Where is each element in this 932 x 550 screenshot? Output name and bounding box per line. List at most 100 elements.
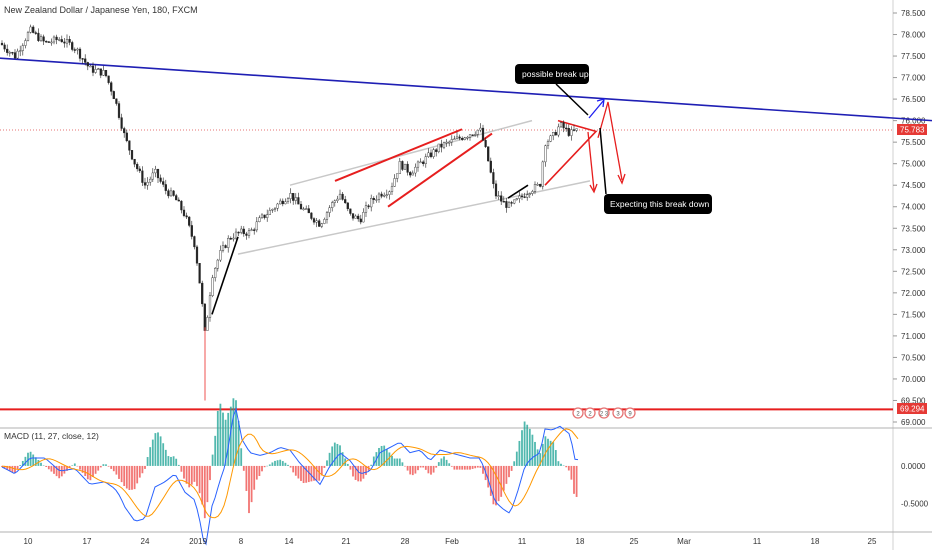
event-marker (584, 407, 596, 419)
candle-body (214, 268, 217, 278)
time-axis-label: Feb (445, 537, 459, 546)
event-marker-label: 2 3 (600, 412, 609, 418)
price-tick-label: 74.000 (901, 203, 926, 212)
candle-body (315, 220, 318, 223)
candle-body (380, 193, 383, 197)
price-tick-label: 69.500 (901, 396, 926, 405)
candle-body (273, 208, 277, 210)
macd-histogram-bar (289, 465, 292, 468)
price-tick-label: 74.500 (901, 181, 926, 190)
candle-body (320, 223, 323, 227)
macd-histogram-bar (227, 412, 230, 466)
macd-histogram-bar (157, 432, 159, 466)
candle-body (565, 127, 568, 130)
macd-histogram-bar (352, 465, 354, 477)
candle-body (115, 98, 118, 104)
candle-body (351, 213, 355, 219)
macd-histogram-bar (242, 465, 245, 471)
candle-body (34, 32, 37, 34)
macd-histogram-bar (172, 456, 175, 466)
candle-body (58, 39, 61, 41)
candle-body (429, 152, 433, 157)
macd-histogram-bar (469, 465, 471, 470)
macd-histogram-bar (521, 430, 523, 466)
macd-histogram-bar (404, 465, 406, 467)
event-marker (624, 407, 636, 419)
macd-histogram-bar (552, 442, 555, 466)
red-arrow-head (617, 173, 626, 185)
macd-histogram-bar (495, 465, 497, 506)
red-projection-path (597, 101, 623, 181)
macd-histogram-bar (99, 465, 102, 468)
candle-body (0, 42, 4, 46)
candle-body (476, 129, 479, 135)
macd-histogram-bar (510, 465, 513, 471)
candle-body (177, 199, 180, 202)
candle-body (422, 161, 425, 164)
macd-histogram-bar (268, 464, 271, 466)
macd-histogram-bar (102, 464, 105, 466)
macd-histogram-bar (81, 465, 84, 473)
candle-body (169, 190, 173, 197)
candle-body (440, 143, 443, 148)
macd-histogram-bar (396, 458, 399, 466)
candle-body (403, 163, 407, 170)
macd-histogram-bar (385, 449, 388, 466)
candle-body (364, 205, 368, 213)
candle-body (237, 231, 240, 234)
price-levels (0, 129, 893, 411)
candle-body (104, 70, 108, 77)
annotation-break-down[interactable]: Expecting this break down (604, 194, 712, 214)
candle-body (16, 50, 19, 59)
candle-body (396, 173, 399, 179)
candle-body (557, 126, 560, 136)
macd-histogram-bar (89, 465, 92, 481)
macd-histogram-bar (313, 465, 315, 481)
event-markers[interactable]: 2 2 2 3 3 9 (572, 407, 636, 419)
candle-body (346, 202, 349, 210)
event-marker-label: 9 (628, 412, 632, 418)
candle-body (50, 41, 53, 44)
macd-histogram-bar (201, 465, 204, 505)
macd-histogram-bar (84, 465, 87, 477)
candle-body (81, 58, 84, 60)
candle-body (266, 214, 269, 218)
price-tick-label: 77.500 (901, 52, 926, 61)
price-tick-label: 78.000 (901, 31, 926, 40)
candle-body (377, 193, 381, 200)
candle-body (424, 156, 427, 164)
annotation-break-up-text: possible break up (522, 69, 589, 79)
candle-body (32, 26, 35, 33)
macd-histogram-bar (440, 458, 443, 466)
macd-histogram-bar (339, 445, 341, 466)
annotation-break-up[interactable]: possible break up (515, 64, 589, 84)
macd-histogram-bar (24, 456, 27, 466)
candle-body (474, 134, 477, 136)
time-axis-label: 25 (868, 537, 877, 546)
macd-histogram-bar (118, 465, 120, 479)
price-tick-label: 75.500 (901, 138, 926, 147)
candle-body (71, 42, 74, 50)
macd-histogram-bar (68, 465, 71, 469)
macd-histogram-bar (151, 439, 154, 466)
macd-histogram-bar (281, 461, 284, 466)
candle-body (260, 214, 264, 218)
candle-body (531, 191, 534, 194)
candle-body (221, 245, 225, 251)
candle-body (253, 229, 256, 231)
macd-histogram-bar (79, 465, 81, 470)
macd-histogram-bar (258, 465, 261, 476)
candle-body (143, 182, 147, 186)
candle-body (489, 160, 492, 173)
macd-histogram-bar (328, 452, 331, 466)
candle-body (323, 219, 326, 224)
candle-body (138, 168, 141, 172)
candle-body (510, 202, 513, 204)
time-axis-label: 18 (576, 537, 585, 546)
candle-body (367, 205, 370, 208)
candle-body (312, 218, 316, 223)
macd-histogram-bar (547, 438, 549, 466)
candles (0, 24, 578, 401)
low-level-badge (897, 403, 927, 414)
